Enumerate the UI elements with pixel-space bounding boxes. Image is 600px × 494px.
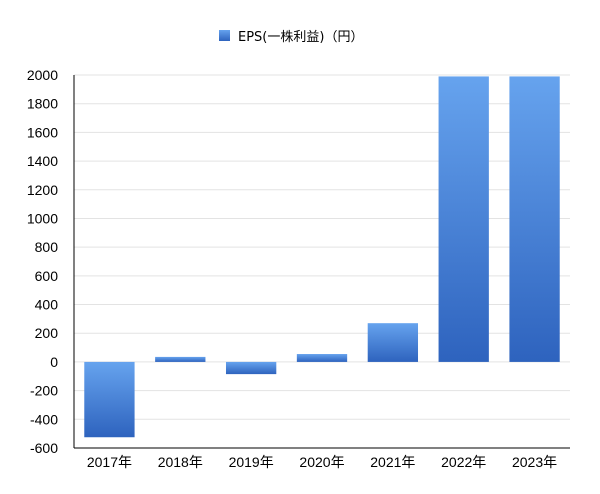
y-tick-label: -200 [30, 383, 58, 399]
x-tick-label: 2023年 [512, 454, 557, 470]
legend: EPS(一株利益)（円） [219, 30, 363, 45]
x-tick-label: 2021年 [370, 454, 415, 470]
y-tick-label: 400 [35, 297, 59, 313]
legend-swatch [219, 30, 230, 41]
bar-2019年 [225, 361, 277, 375]
bar-2022年 [438, 76, 489, 362]
y-tick-label: 2000 [27, 67, 58, 83]
bars [84, 76, 560, 438]
x-axis-tick-labels: 2017年 2018年 2019年 2020年 2021年 2022年 2023年 [87, 454, 557, 470]
x-tick-label: 2018年 [158, 454, 203, 470]
y-tick-label: 800 [35, 239, 59, 255]
y-tick-label: -400 [30, 411, 58, 427]
bar-2020年 [296, 354, 348, 362]
y-tick-label: 1000 [27, 210, 58, 226]
y-tick-label: 200 [35, 325, 59, 341]
y-axis-tick-labels: -600 -400 -200 0 200 400 600 800 1000 1200 1400 160… [27, 67, 58, 456]
x-tick-label: 2022年 [441, 454, 486, 470]
y-tick-label: 1400 [27, 153, 58, 169]
x-tick-label: 2019年 [229, 454, 274, 470]
y-tick-label: 1200 [27, 182, 58, 198]
y-tick-label: 1600 [27, 124, 58, 140]
y-tick-label: 600 [35, 268, 59, 284]
x-tick-label: 2017年 [87, 454, 132, 470]
y-tick-label: -600 [30, 440, 58, 456]
axes [73, 75, 570, 449]
bar-2017年 [84, 361, 135, 438]
bar-2018年 [155, 356, 206, 362]
y-tick-label: 1800 [27, 96, 58, 112]
gridlines [74, 74, 570, 449]
x-tick-label: 2020年 [299, 454, 344, 470]
bar-2023年 [509, 76, 560, 362]
bar-2021年 [367, 323, 419, 362]
y-tick-label: 0 [50, 354, 58, 370]
legend-label: EPS(一株利益)（円） [238, 30, 363, 45]
